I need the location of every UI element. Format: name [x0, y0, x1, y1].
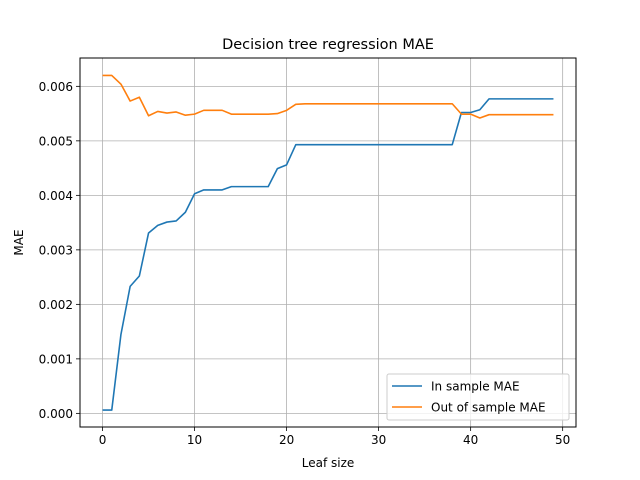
x-tick-label: 10 — [187, 433, 202, 447]
plot-frame — [79, 57, 577, 428]
x-tick-label: 50 — [555, 433, 570, 447]
y-tick-label: 0.002 — [39, 298, 73, 312]
x-tick-label: 30 — [371, 433, 386, 447]
legend-label-out-of-sample: Out of sample MAE — [431, 401, 546, 415]
y-axis-ticks: 0.000 0.001 0.002 0.003 0.004 0.005 0.006 — [39, 80, 80, 421]
y-tick-label: 0.004 — [39, 189, 73, 203]
series-line-0 — [102, 98, 554, 411]
x-tick-label: 20 — [279, 433, 294, 447]
x-tick-label: 40 — [463, 433, 478, 447]
y-tick-label: 0.006 — [39, 80, 73, 94]
x-tick-label: 0 — [99, 433, 107, 447]
y-axis-label: MAE — [12, 229, 26, 255]
legend-label-in-sample: In sample MAE — [431, 380, 520, 394]
grid-lines — [80, 58, 576, 427]
legend: In sample MAE Out of sample MAE — [386, 373, 570, 421]
series-line-1 — [102, 74, 554, 119]
x-axis-label: Leaf size — [302, 456, 355, 470]
y-tick-label: 0.001 — [39, 352, 73, 366]
chart-title: Decision tree regression MAE — [222, 37, 434, 53]
series-lines — [102, 74, 554, 411]
x-axis-ticks: 0 10 20 30 40 50 — [99, 427, 570, 447]
y-tick-label: 0.003 — [39, 243, 73, 257]
legend-box — [386, 373, 570, 421]
y-tick-label: 0.005 — [39, 134, 73, 148]
y-tick-label: 0.000 — [39, 407, 73, 421]
